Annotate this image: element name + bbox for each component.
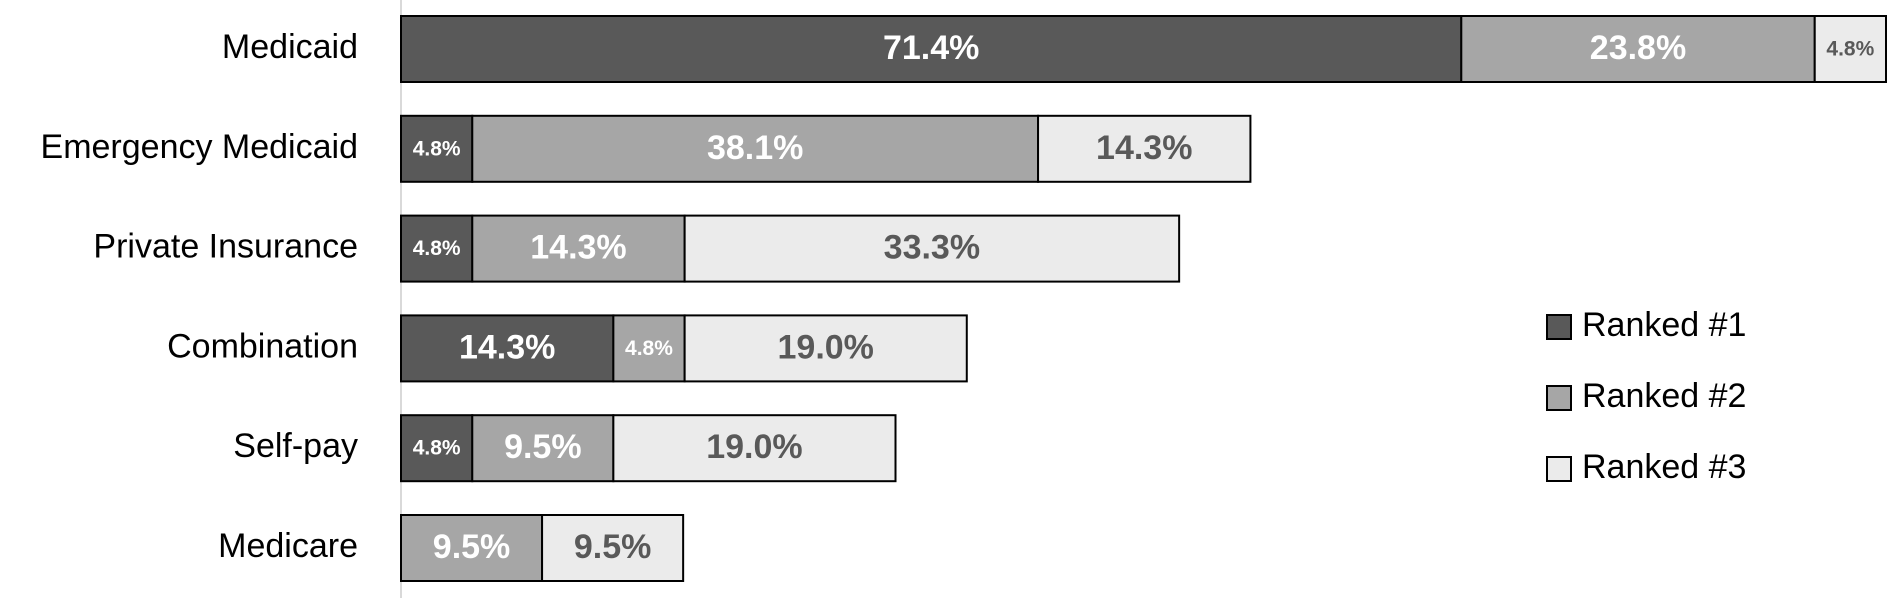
legend-label: Ranked #3 — [1582, 448, 1746, 486]
bar-segment — [1460, 15, 1816, 83]
value-label: 4.8% — [413, 237, 461, 260]
value-label: 38.1% — [707, 129, 803, 167]
legend-swatch — [1546, 456, 1572, 482]
value-label: 71.4% — [883, 29, 979, 67]
bar-segment — [400, 414, 474, 483]
value-label: 4.8% — [413, 437, 461, 460]
bar-segment — [612, 414, 897, 483]
bar-segment — [1813, 15, 1887, 83]
value-label: 19.0% — [706, 428, 802, 466]
value-label: 23.8% — [1590, 29, 1686, 67]
category-label: Medicare — [218, 527, 358, 565]
legend-label: Ranked #1 — [1582, 306, 1746, 344]
category-label: Combination — [167, 327, 358, 365]
value-label: 4.8% — [1826, 38, 1874, 61]
category-label: Emergency Medicaid — [41, 128, 358, 166]
legend-swatch — [1546, 385, 1572, 411]
value-label: 33.3% — [884, 229, 980, 267]
bar-segment — [400, 514, 544, 582]
bar-segment — [541, 514, 685, 582]
category-label: Self-pay — [233, 427, 358, 465]
value-label: 19.0% — [778, 328, 874, 366]
value-label: 14.3% — [459, 328, 555, 366]
value-label: 9.5% — [433, 528, 511, 566]
value-label: 14.3% — [1096, 129, 1192, 167]
category-label: Medicaid — [222, 28, 358, 66]
bar-segment — [471, 414, 615, 483]
bar-segment — [1037, 114, 1252, 183]
bar-segment — [683, 314, 968, 383]
value-label: 14.3% — [530, 229, 626, 267]
category-label: Private Insurance — [93, 228, 358, 266]
value-label: 9.5% — [504, 428, 582, 466]
legend-swatch — [1546, 314, 1572, 340]
legend-label: Ranked #2 — [1582, 377, 1746, 415]
bar-segment — [683, 214, 1181, 283]
value-label: 4.8% — [625, 337, 673, 360]
bar-segment — [400, 314, 615, 383]
value-label: 9.5% — [574, 528, 652, 566]
value-label: 4.8% — [413, 137, 461, 160]
bar-segment — [612, 314, 686, 383]
